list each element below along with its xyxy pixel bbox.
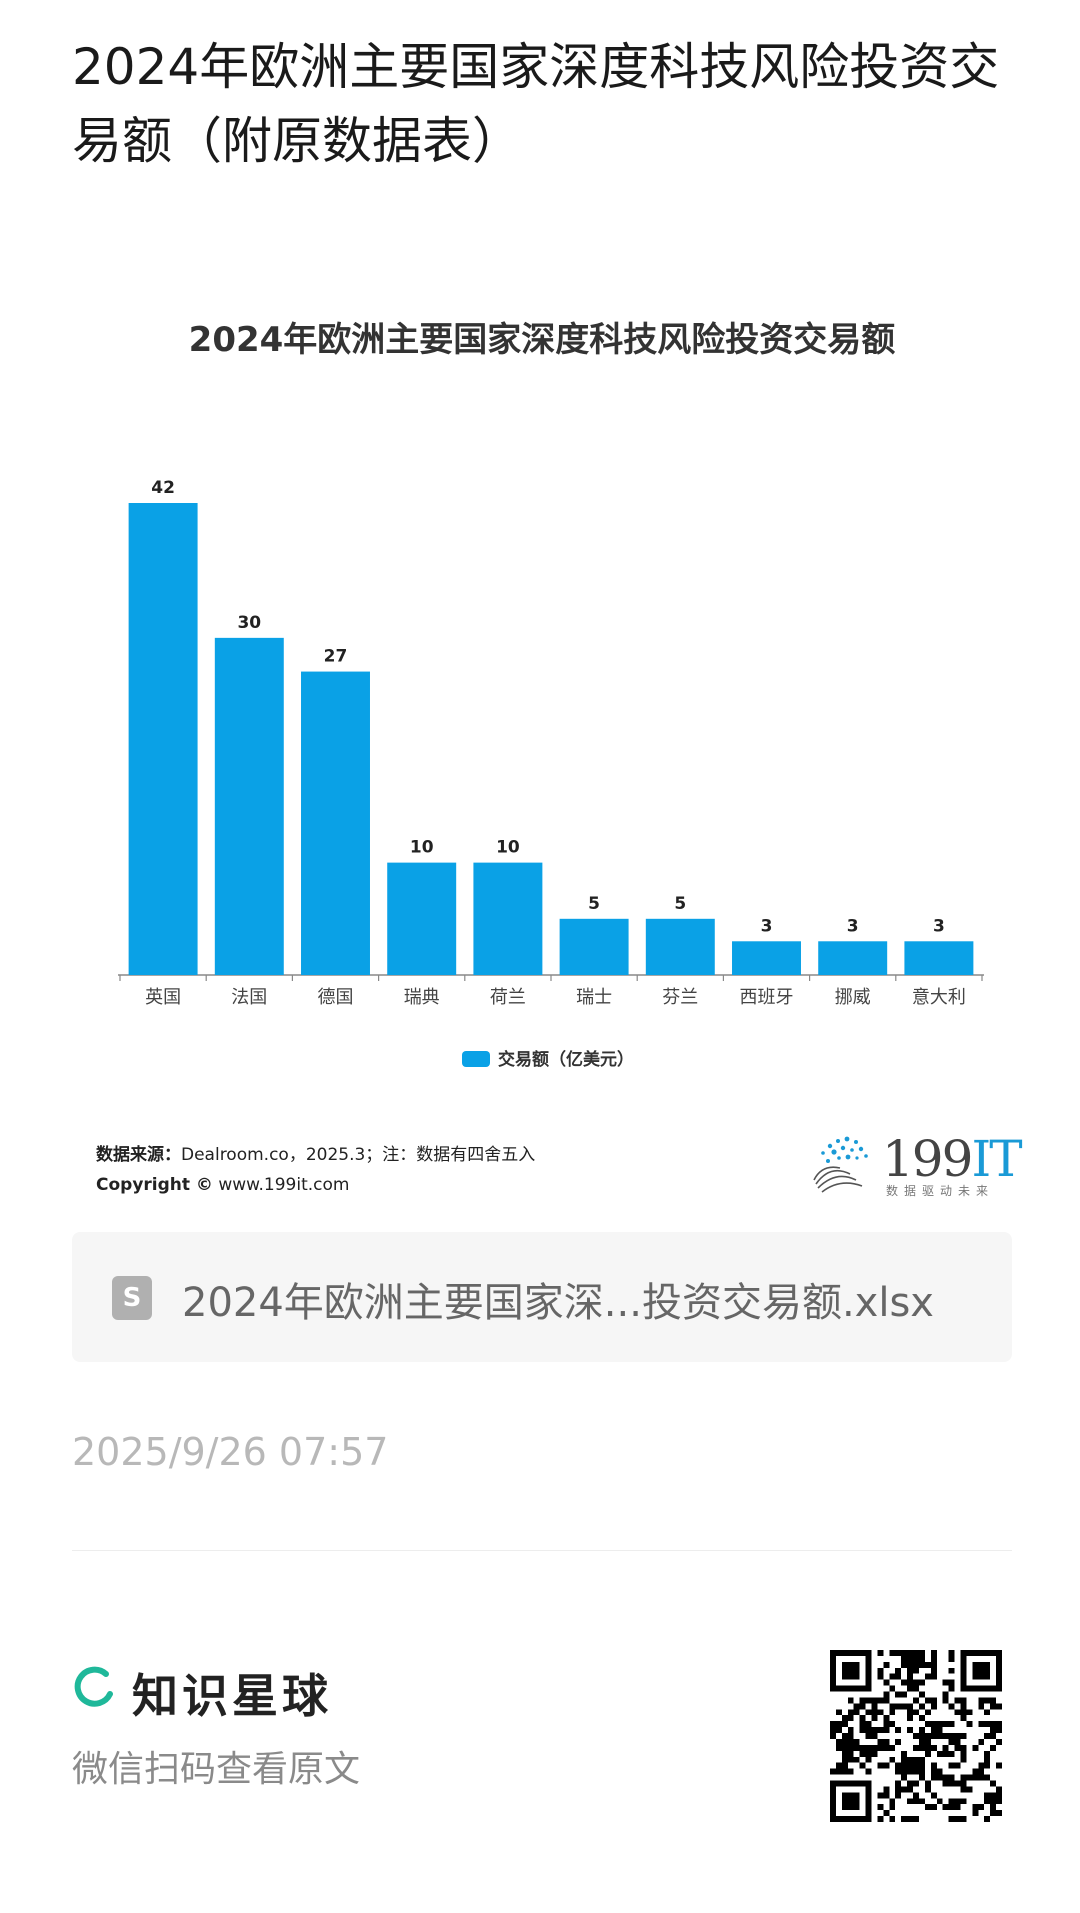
- zsxq-logo-icon: [74, 1666, 113, 1707]
- legend-swatch: [462, 1051, 490, 1067]
- bar-德国: [301, 671, 370, 975]
- divider: [72, 1550, 1012, 1551]
- x-tick-label: 法国: [231, 987, 267, 1008]
- bar-挪威: [818, 941, 888, 975]
- x-tick-label: 瑞典: [404, 987, 440, 1008]
- data-label: 30: [237, 613, 261, 633]
- legend-label: 交易额（亿美元）: [498, 1049, 634, 1070]
- bar-芬兰: [645, 918, 715, 975]
- logo-wordmark: 199IT: [882, 1130, 1023, 1188]
- page-title: 2024年欧洲主要国家深度科技风险投资交易额（附原数据表）: [72, 38, 1000, 170]
- x-tick-label: 荷兰: [490, 987, 526, 1008]
- chart-card: 2024年欧洲主要国家深度科技风险投资交易额 42 英国 30 法国 27 德国 10 瑞典 1…: [72, 270, 1012, 1220]
- x-tick-label: 挪威: [835, 987, 871, 1008]
- bar-英国: [128, 503, 198, 975]
- file-name: 2024年欧洲主要国家深...投资交易额.xlsx: [182, 1280, 934, 1326]
- source-block: 数据来源：Dealroom.co，2025.3；注：数据有四舍五入 Copyri…: [96, 1140, 535, 1200]
- x-tick-label: 英国: [145, 987, 181, 1008]
- data-label: 3: [761, 916, 773, 936]
- qr-code-icon[interactable]: [830, 1650, 1002, 1822]
- brand-name: 知识星球: [132, 1669, 332, 1723]
- spreadsheet-icon: S: [112, 1276, 152, 1320]
- bar-荷兰: [473, 862, 543, 975]
- data-label: 10: [496, 838, 520, 858]
- chart-title: 2024年欧洲主要国家深度科技风险投资交易额: [188, 320, 896, 360]
- bar-瑞士: [559, 918, 629, 975]
- bar-chart: 42 英国 30 法国 27 德国 10 瑞典 10 荷兰 5 瑞士 5 芬兰 3 西班牙 3 挪威 3 意大利交易额…: [118, 478, 984, 1070]
- data-label: 27: [324, 647, 348, 667]
- bar-法国: [214, 637, 284, 975]
- x-tick-label: 意大利: [912, 987, 966, 1008]
- data-label: 5: [588, 894, 600, 914]
- data-label: 3: [933, 916, 945, 936]
- data-label: 5: [674, 894, 686, 914]
- copyright-text: www.199it.com: [218, 1175, 350, 1195]
- x-tick-label: 瑞士: [576, 987, 612, 1008]
- attachment-file-card[interactable]: S 2024年欧洲主要国家深...投资交易额.xlsx: [72, 1232, 1012, 1362]
- source-text: Dealroom.co，2025.3；注：数据有四舍五入: [181, 1145, 536, 1165]
- bar-西班牙: [732, 941, 801, 975]
- post-timestamp: 2025/9/26 07:57: [72, 1430, 389, 1474]
- scan-hint: 微信扫码查看原文: [72, 1749, 361, 1790]
- 199it-logo: 199IT 数据驱动未来: [810, 1130, 1023, 1200]
- dandelion-icon: [813, 1136, 868, 1193]
- source-label: 数据来源：: [96, 1145, 181, 1165]
- x-tick-label: 西班牙: [740, 987, 794, 1008]
- bar-意大利: [904, 941, 974, 975]
- data-label: 10: [410, 838, 434, 858]
- data-label: 42: [151, 478, 175, 498]
- copyright-label: Copyright ©: [96, 1175, 213, 1195]
- x-tick-label: 芬兰: [662, 987, 698, 1008]
- data-label: 3: [847, 916, 859, 936]
- logo-slogan: 数据驱动未来: [886, 1184, 995, 1198]
- bar-瑞典: [387, 862, 457, 975]
- x-tick-label: 德国: [318, 987, 354, 1008]
